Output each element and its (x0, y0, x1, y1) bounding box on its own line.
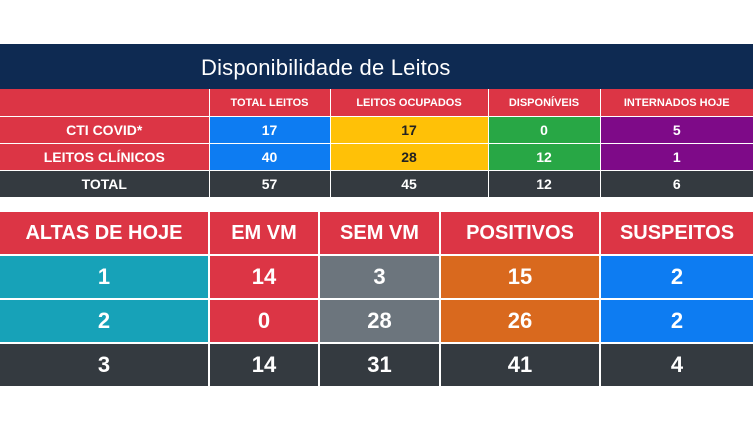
header-cell-disponiveis: DISPONÍVEIS (488, 89, 601, 117)
header-cell-suspeitos: SUSPEITOS (600, 212, 753, 256)
cell-altas-de-hoje: 3 (0, 343, 210, 388)
cell-disponiveis: 0 (488, 116, 601, 144)
cell-em-vm: 0 (209, 299, 320, 344)
cell-em-vm: 14 (209, 343, 320, 388)
cell-suspeitos: 2 (600, 255, 753, 300)
table-row: CTI COVID* 17 17 0 5 (0, 116, 753, 144)
cell-sem-vm: 28 (319, 299, 441, 344)
row-label-total: TOTAL (0, 170, 210, 198)
cell-leitos-ocupados: 17 (330, 116, 489, 144)
cell-leitos-ocupados: 28 (330, 143, 489, 171)
table-row-total: 3 14 31 41 4 (0, 343, 753, 388)
table-row: 1 14 3 15 2 (0, 255, 753, 300)
cell-sem-vm: 3 (319, 255, 441, 300)
page-title: Disponibilidade de Leitos (201, 55, 451, 80)
beds-availability-table: TOTAL LEITOS LEITOS OCUPADOS DISPONÍVEIS… (0, 89, 753, 198)
header-cell-total-leitos: TOTAL LEITOS (209, 89, 331, 117)
cell-disponiveis: 12 (488, 170, 601, 198)
cell-total-leitos: 57 (209, 170, 331, 198)
patient-status-table: ALTAS DE HOJE EM VM SEM VM POSITIVOS SUS… (0, 212, 753, 388)
status-table-header: ALTAS DE HOJE EM VM SEM VM POSITIVOS SUS… (0, 212, 753, 256)
cell-positivos: 15 (440, 255, 601, 300)
header-cell-altas-de-hoje: ALTAS DE HOJE (0, 212, 210, 256)
cell-total-leitos: 17 (209, 116, 331, 144)
table-row: LEITOS CLÍNICOS 40 28 12 1 (0, 143, 753, 171)
header-cell-leitos-ocupados: LEITOS OCUPADOS (330, 89, 489, 117)
cell-altas-de-hoje: 1 (0, 255, 210, 300)
header-cell-em-vm: EM VM (209, 212, 320, 256)
header-cell-internados-hoje: INTERNADOS HOJE (600, 89, 753, 117)
cell-suspeitos: 2 (600, 299, 753, 344)
row-label-cti-covid: CTI COVID* (0, 116, 210, 144)
cell-em-vm: 14 (209, 255, 320, 300)
title-bar: Disponibilidade de Leitos (0, 44, 753, 89)
header-cell-sem-vm: SEM VM (319, 212, 441, 256)
header-cell-empty (0, 89, 210, 117)
cell-sem-vm: 31 (319, 343, 441, 388)
cell-positivos: 41 (440, 343, 601, 388)
cell-internados-hoje: 6 (600, 170, 753, 198)
beds-table-header: TOTAL LEITOS LEITOS OCUPADOS DISPONÍVEIS… (0, 89, 753, 117)
cell-disponiveis: 12 (488, 143, 601, 171)
cell-positivos: 26 (440, 299, 601, 344)
cell-suspeitos: 4 (600, 343, 753, 388)
cell-altas-de-hoje: 2 (0, 299, 210, 344)
row-label-leitos-clinicos: LEITOS CLÍNICOS (0, 143, 210, 171)
cell-internados-hoje: 5 (600, 116, 753, 144)
cell-internados-hoje: 1 (600, 143, 753, 171)
table-row-total: TOTAL 57 45 12 6 (0, 170, 753, 198)
cell-total-leitos: 40 (209, 143, 331, 171)
table-row: 2 0 28 26 2 (0, 299, 753, 344)
cell-leitos-ocupados: 45 (330, 170, 489, 198)
header-cell-positivos: POSITIVOS (440, 212, 601, 256)
